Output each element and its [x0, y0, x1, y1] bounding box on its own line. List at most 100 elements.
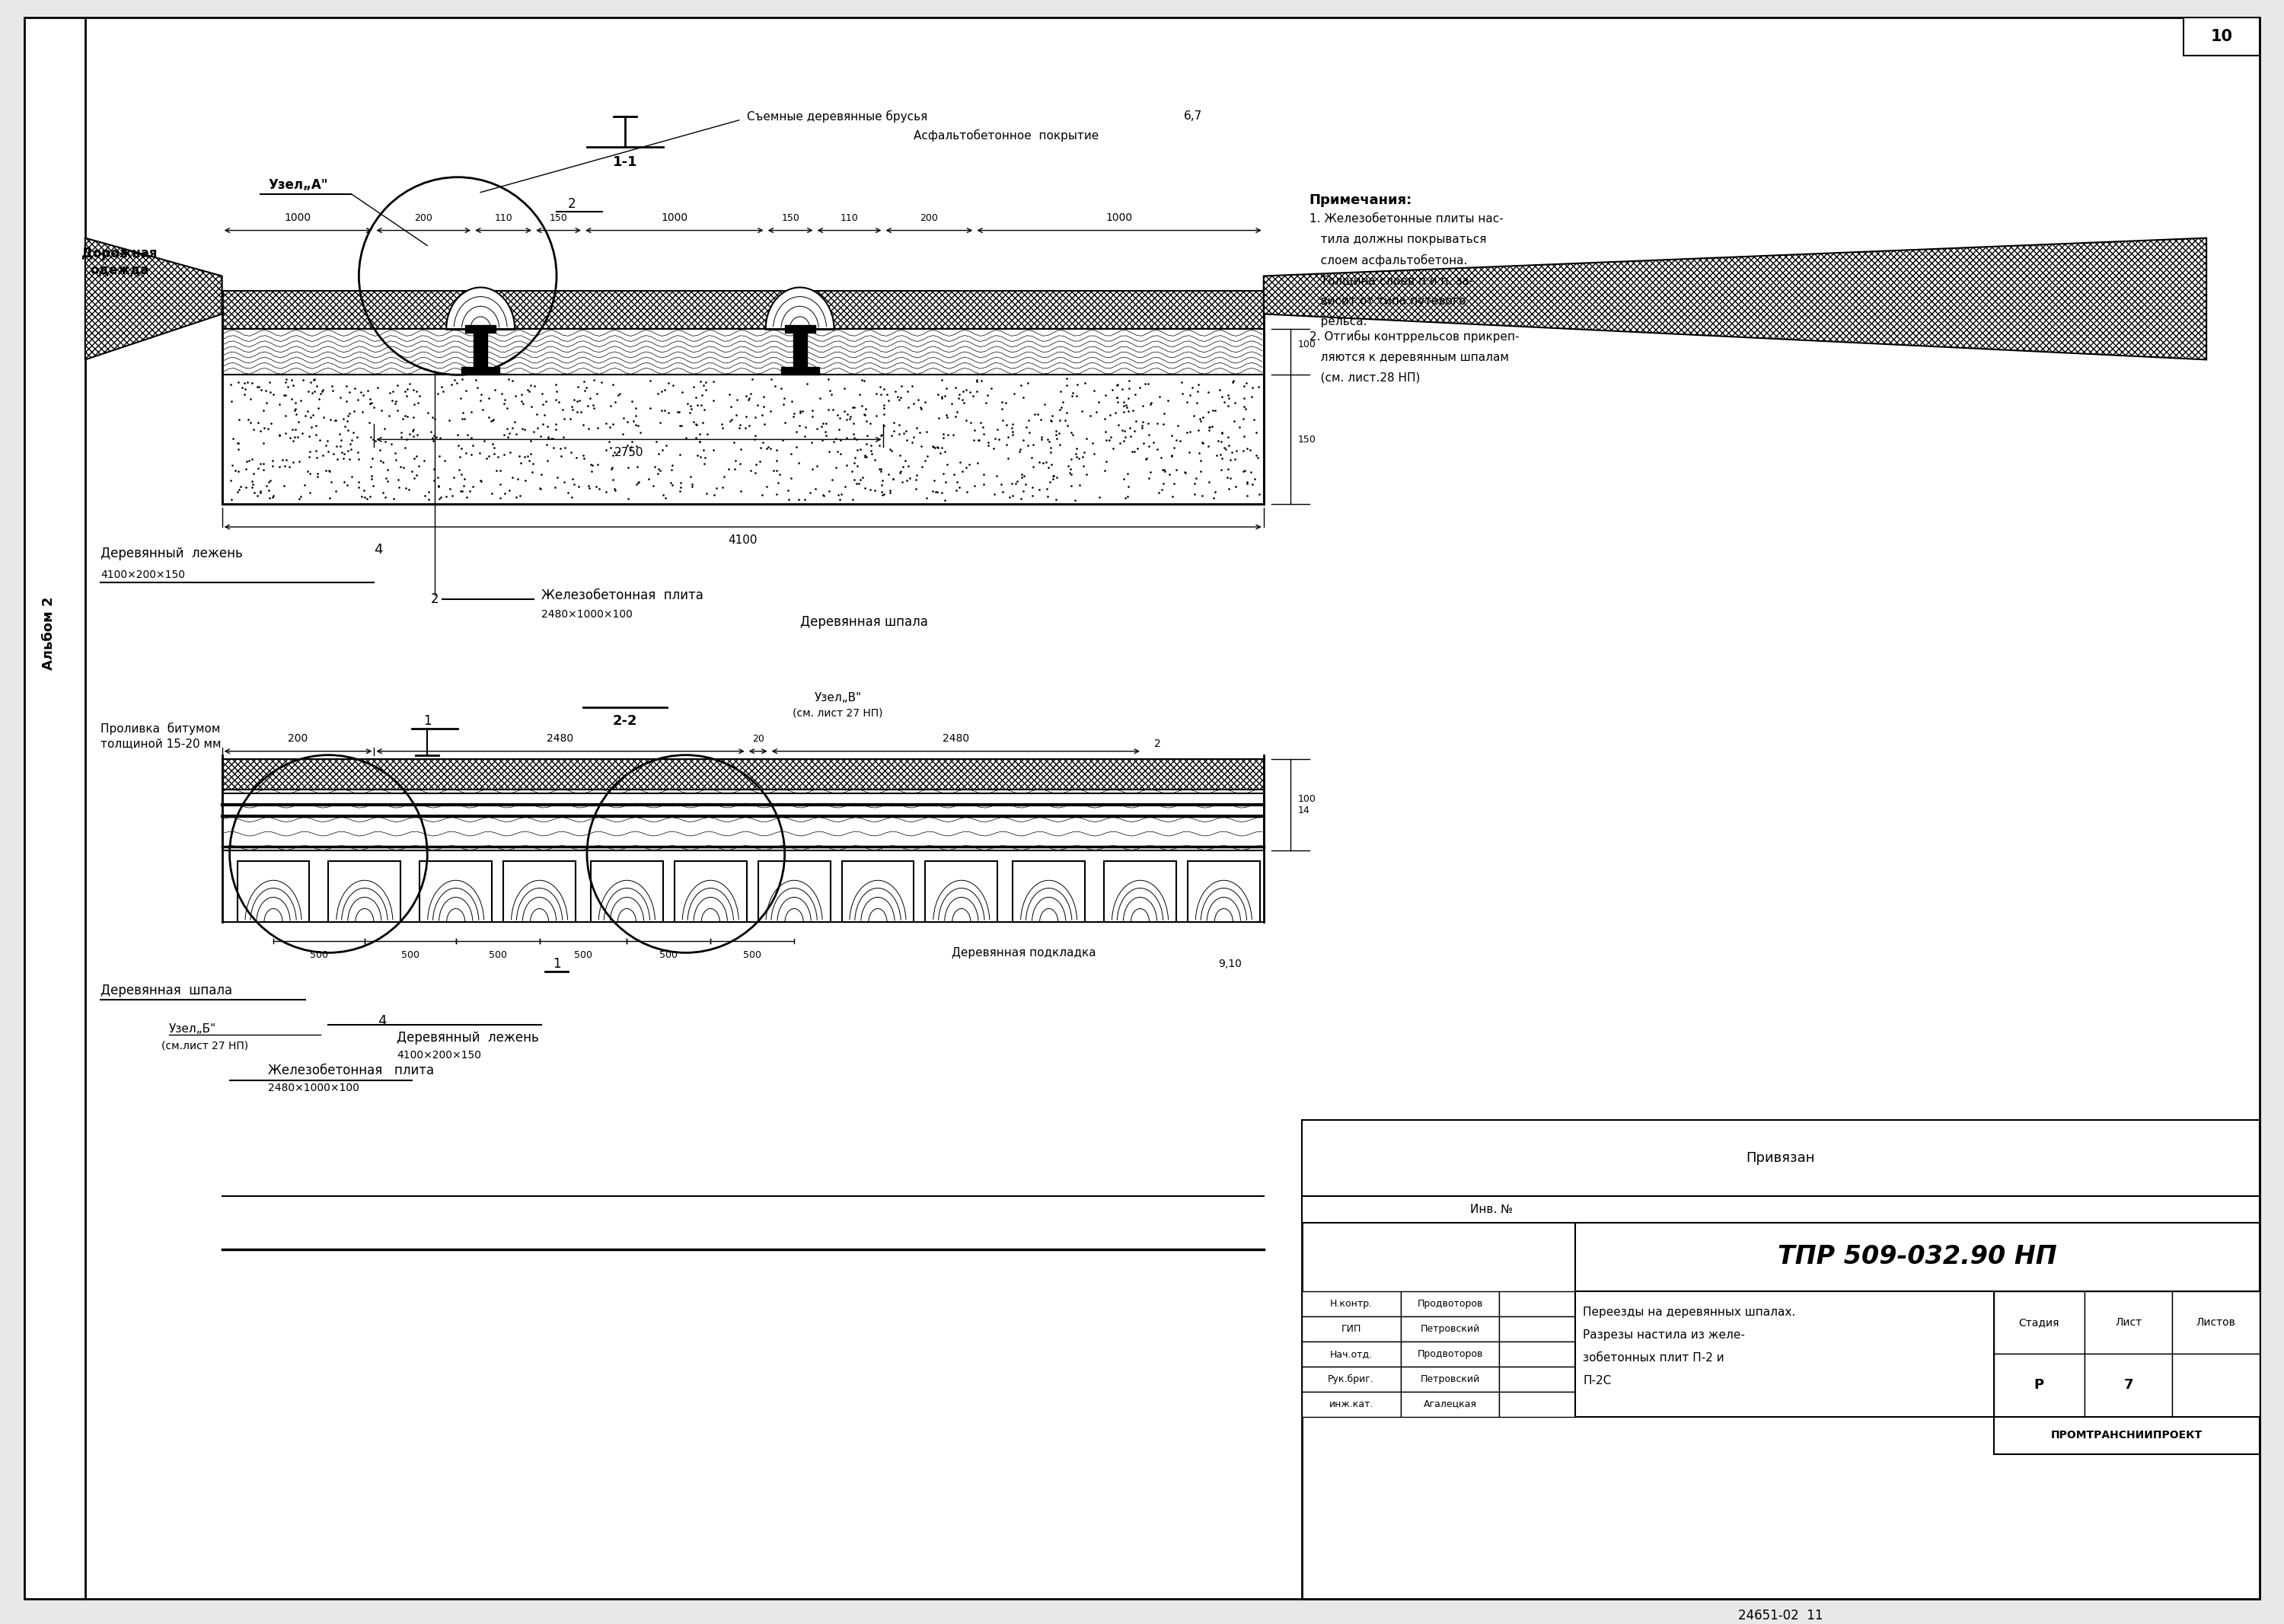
- Bar: [1302, 1341, 1400, 1366]
- Text: 1: 1: [553, 957, 560, 971]
- Bar: [2172, 1354, 2259, 1416]
- Text: 9,10: 9,10: [1217, 958, 1242, 970]
- Text: 200: 200: [288, 732, 308, 744]
- Bar: [2184, 18, 2259, 55]
- Polygon shape: [445, 287, 514, 330]
- Bar: [1302, 1121, 2259, 1195]
- Bar: [466, 325, 496, 333]
- Bar: [1994, 1291, 2085, 1354]
- Bar: [592, 861, 662, 922]
- Text: Стадия: Стадия: [2019, 1317, 2060, 1328]
- Bar: [2172, 1291, 2259, 1354]
- Text: Привязан: Привязан: [1747, 1151, 1816, 1164]
- Text: Железобетонная   плита: Железобетонная плита: [267, 1064, 434, 1077]
- Text: 4100×200×150: 4100×200×150: [100, 570, 185, 580]
- Bar: [222, 291, 1263, 330]
- Text: 500: 500: [311, 950, 329, 960]
- Text: 1-1: 1-1: [612, 156, 637, 169]
- Text: 10: 10: [2211, 29, 2234, 44]
- Text: (см. лист 27 НП): (см. лист 27 НП): [793, 708, 884, 718]
- Text: зобетонных плит П-2 и: зобетонных плит П-2 и: [1583, 1351, 1724, 1363]
- Text: Листов: Листов: [2197, 1317, 2236, 1328]
- Text: 2: 2: [569, 197, 576, 211]
- Bar: [222, 375, 1263, 503]
- Text: 1. Железобетонные плиты нас-: 1. Железобетонные плиты нас-: [1309, 213, 1503, 224]
- Bar: [1498, 1392, 1576, 1416]
- Text: 2-2: 2-2: [612, 715, 637, 728]
- Text: 2: 2: [1153, 739, 1160, 749]
- Text: 1000: 1000: [286, 213, 311, 222]
- Text: инж.кат.: инж.кат.: [1329, 1398, 1373, 1410]
- Text: тила должны покрываться: тила должны покрываться: [1309, 234, 1487, 245]
- Polygon shape: [1263, 755, 2206, 1028]
- Text: Деревянная подкладка: Деревянная подкладка: [952, 947, 1096, 958]
- Bar: [1103, 861, 1176, 922]
- Text: Лист: Лист: [2115, 1317, 2142, 1328]
- Text: рельса.: рельса.: [1309, 317, 1366, 328]
- Text: 150: 150: [781, 213, 799, 222]
- Bar: [420, 861, 491, 922]
- Text: 2480×1000×100: 2480×1000×100: [267, 1083, 359, 1093]
- Text: ТПР 509-032.90 НП: ТПР 509-032.90 НП: [1777, 1244, 2058, 1270]
- Text: (см. лист.28 НП): (см. лист.28 НП): [1309, 372, 1421, 383]
- Text: Инв. №: Инв. №: [1471, 1203, 1512, 1215]
- Text: 24651-02  11: 24651-02 11: [1738, 1609, 1823, 1622]
- Text: 100: 100: [1297, 339, 1316, 349]
- Bar: [502, 861, 576, 922]
- Bar: [1576, 1223, 2259, 1291]
- Bar: [1994, 1354, 2085, 1416]
- Bar: [2085, 1291, 2172, 1354]
- Text: Деревянная  шпала: Деревянная шпала: [100, 984, 233, 997]
- Text: Узел„В": Узел„В": [813, 692, 861, 703]
- Polygon shape: [85, 239, 222, 359]
- Text: 110: 110: [493, 213, 512, 222]
- Bar: [222, 758, 1263, 789]
- Text: 7: 7: [2124, 1379, 2133, 1392]
- Polygon shape: [1263, 239, 2206, 359]
- Bar: [1188, 861, 1261, 922]
- Text: висит от типа путевого: висит от типа путевого: [1309, 296, 1466, 307]
- Text: Примечания:: Примечания:: [1309, 193, 1412, 206]
- Text: слоем асфальтобетона.: слоем асфальтобетона.: [1309, 253, 1466, 266]
- Text: (см.лист 27 НП): (см.лист 27 НП): [162, 1039, 249, 1051]
- Bar: [843, 861, 914, 922]
- Bar: [781, 367, 820, 375]
- Bar: [1400, 1315, 1498, 1341]
- Text: Узел„Б": Узел„Б": [169, 1023, 217, 1034]
- Text: 4100×200×150: 4100×200×150: [397, 1051, 482, 1060]
- Text: 2480×1000×100: 2480×1000×100: [541, 609, 633, 620]
- Bar: [1302, 1315, 1400, 1341]
- Polygon shape: [85, 755, 222, 1028]
- Bar: [1400, 1366, 1498, 1392]
- Text: 200: 200: [413, 213, 432, 222]
- Bar: [1498, 1315, 1576, 1341]
- Bar: [1498, 1366, 1576, 1392]
- Text: Петровский: Петровский: [1421, 1324, 1480, 1333]
- Text: 500: 500: [742, 950, 761, 960]
- Text: Продвоторов: Продвоторов: [1416, 1350, 1482, 1359]
- Text: 4: 4: [377, 1015, 386, 1028]
- Bar: [1302, 1366, 1400, 1392]
- Bar: [1302, 1121, 2259, 1600]
- Text: 6,7: 6,7: [1183, 110, 1201, 122]
- Text: 4100: 4100: [729, 534, 758, 546]
- Polygon shape: [765, 287, 834, 330]
- Text: 150: 150: [550, 213, 566, 222]
- Text: 1000: 1000: [660, 213, 687, 222]
- Bar: [222, 330, 1263, 375]
- Bar: [1302, 1291, 1400, 1315]
- Bar: [461, 367, 500, 375]
- Text: 1000: 1000: [1105, 213, 1133, 222]
- Text: Железобетонная  плита: Железобетонная плита: [541, 588, 703, 603]
- Bar: [1302, 1392, 1400, 1416]
- Bar: [1498, 1341, 1576, 1366]
- Text: Продвоторов: Продвоторов: [1416, 1299, 1482, 1309]
- Text: ляются к деревянным шпалам: ляются к деревянным шпалам: [1309, 352, 1510, 364]
- Bar: [1400, 1392, 1498, 1416]
- Text: Нач.отд.: Нач.отд.: [1329, 1350, 1373, 1359]
- Text: Рук.бриг.: Рук.бриг.: [1327, 1374, 1375, 1384]
- Text: 2. Отгибы контррельсов прикреп-: 2. Отгибы контррельсов прикреп-: [1309, 331, 1519, 343]
- Text: 2750: 2750: [614, 447, 644, 458]
- Text: 150: 150: [1297, 435, 1316, 445]
- Text: 500: 500: [402, 950, 420, 960]
